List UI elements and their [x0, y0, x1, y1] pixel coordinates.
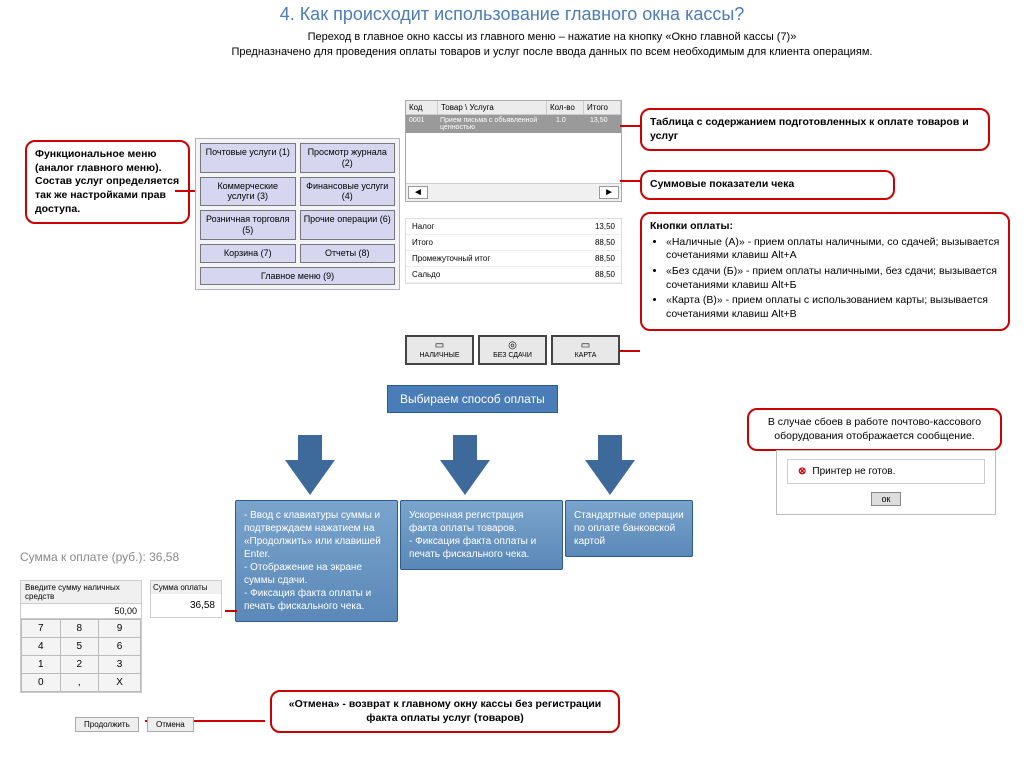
arrow-right-icon[interactable]: ► [599, 186, 619, 199]
page-title: 4. Как происходит использование главного… [0, 4, 1024, 25]
keypad: Введите сумму наличных средств 50,00 789… [20, 580, 142, 693]
callout-cancel: «Отмена» - возврат к главному окну кассы… [270, 690, 620, 733]
cash-icon: ▭ [407, 340, 472, 352]
callout-table: Таблица с содержанием подготовленных к о… [640, 108, 990, 151]
callout-func-menu: Функциональное меню (аналог главного мен… [25, 140, 190, 224]
callout-printer: В случае сбоев в работе почтово-кассовог… [747, 408, 1002, 451]
card-icon: ▭ [553, 340, 618, 352]
fmenu-btn-8[interactable]: Отчеты (8) [300, 244, 396, 263]
pay-card-button[interactable]: ▭КАРТА [551, 335, 620, 365]
callout-sums: Суммовые показатели чека [640, 170, 895, 200]
fmenu-btn-3[interactable]: Коммерческие услуги (3) [200, 177, 296, 207]
sum-to-pay-label: Сумма к оплате (руб.): 36,58 [20, 550, 179, 564]
key-8[interactable]: 8 [60, 620, 99, 638]
coins-icon: ◎ [480, 340, 545, 352]
pay-nochange-button[interactable]: ◎БЕЗ СДАЧИ [478, 335, 547, 365]
key-4[interactable]: 4 [22, 638, 61, 656]
fmenu-btn-5[interactable]: Розничная торговля (5) [200, 210, 296, 240]
fmenu-btn-4[interactable]: Финансовые услуги (4) [300, 177, 396, 207]
flow-box-1: - Ввод с клавиатуры суммы и подтверждаем… [235, 500, 398, 622]
error-icon: ⊗ [798, 466, 806, 477]
functional-menu: Почтовые услуги (1) Просмотр журнала (2)… [195, 138, 400, 290]
fmenu-btn-2[interactable]: Просмотр журнала (2) [300, 143, 396, 173]
key-comma[interactable]: , [60, 674, 99, 692]
key-5[interactable]: 5 [60, 638, 99, 656]
key-clear[interactable]: X [99, 674, 141, 692]
arrow-left-icon[interactable]: ◄ [408, 186, 428, 199]
cancel-button[interactable]: Отмена [147, 717, 194, 732]
items-table: Код Товар \ Услуга Кол-во Итого 0001 При… [405, 100, 622, 202]
ok-button[interactable]: ок [871, 492, 902, 506]
keypad-display: 50,00 [21, 604, 141, 619]
key-0[interactable]: 0 [22, 674, 61, 692]
key-6[interactable]: 6 [99, 638, 141, 656]
key-1[interactable]: 1 [22, 656, 61, 674]
flow-box-2: Ускоренная регистрация факта оплаты това… [400, 500, 563, 570]
sum-pay-box: Сумма оплаты 36,58 [150, 580, 222, 618]
pay-buttons: ▭НАЛИЧНЫЕ ◎БЕЗ СДАЧИ ▭КАРТА [405, 335, 620, 365]
sums-panel: Налог13,50 Итого88,50 Промежуточный итог… [405, 218, 622, 284]
key-3[interactable]: 3 [99, 656, 141, 674]
intro-text: Переход в главное окно кассы из главного… [120, 30, 984, 60]
printer-dialog: ⊗Принтер не готов. ок [776, 450, 996, 515]
callout-pay: Кнопки оплаты: «Наличные (А)» - прием оп… [640, 212, 1010, 331]
key-2[interactable]: 2 [60, 656, 99, 674]
fmenu-btn-7[interactable]: Корзина (7) [200, 244, 296, 263]
bottom-buttons: Продолжить Отмена [75, 720, 200, 729]
fmenu-btn-1[interactable]: Почтовые услуги (1) [200, 143, 296, 173]
fmenu-btn-6[interactable]: Прочие операции (6) [300, 210, 396, 240]
flow-box-3: Стандартные операции по оплате банковско… [565, 500, 693, 557]
continue-button[interactable]: Продолжить [75, 717, 139, 732]
flow-title: Выбираем способ оплаты [387, 385, 558, 413]
key-7[interactable]: 7 [22, 620, 61, 638]
key-9[interactable]: 9 [99, 620, 141, 638]
pay-cash-button[interactable]: ▭НАЛИЧНЫЕ [405, 335, 474, 365]
fmenu-btn-9[interactable]: Главное меню (9) [200, 267, 395, 286]
